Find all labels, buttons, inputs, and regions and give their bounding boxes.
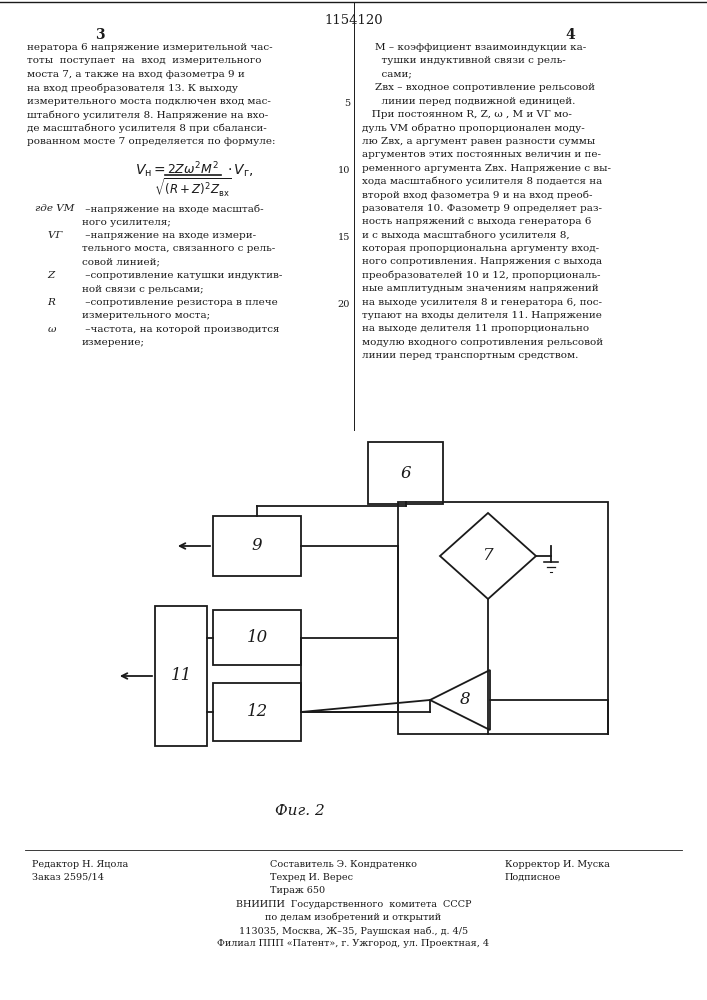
Text: VГ: VГ — [35, 231, 62, 240]
Text: $\cdot\, V_{\rm г},$: $\cdot\, V_{\rm г},$ — [227, 162, 254, 179]
Bar — [368, 442, 443, 504]
Text: ВНИИПИ  Государственного  комитета  СССР: ВНИИПИ Государственного комитета СССР — [235, 900, 472, 909]
Text: Подписное: Подписное — [505, 873, 561, 882]
Text: аргументов этих постоянных величин и пе-: аргументов этих постоянных величин и пе- — [362, 150, 601, 159]
Text: 8: 8 — [460, 692, 470, 708]
Text: тельного моста, связанного с рель-: тельного моста, связанного с рель- — [82, 244, 275, 253]
Text: модулю входного сопротивления рельсовой: модулю входного сопротивления рельсовой — [362, 338, 603, 347]
Text: моста 7, а также на вход фазометра 9 и: моста 7, а также на вход фазометра 9 и — [27, 70, 245, 79]
Text: 5: 5 — [344, 99, 350, 108]
Text: R: R — [35, 298, 56, 307]
Bar — [213, 610, 301, 665]
Text: измерение;: измерение; — [82, 338, 145, 347]
Text: линии перед подвижной единицей.: линии перед подвижной единицей. — [362, 97, 575, 106]
Text: рованном мосте 7 определяется по формуле:: рованном мосте 7 определяется по формуле… — [27, 137, 276, 146]
Text: 1154120: 1154120 — [325, 14, 382, 27]
Text: При постоянном R, Z, ω , M и VГ мо-: При постоянном R, Z, ω , M и VГ мо- — [362, 110, 572, 119]
Text: $V_{\rm н}=$: $V_{\rm н}=$ — [135, 162, 166, 179]
Text: второй вход фазометра 9 и на вход преоб-: второй вход фазометра 9 и на вход преоб- — [362, 190, 592, 200]
Text: 11: 11 — [170, 668, 192, 684]
Text: измерительного моста подключен вход мас-: измерительного моста подключен вход мас- — [27, 97, 271, 106]
Bar — [398, 502, 608, 734]
Text: Zвх – входное сопротивление рельсовой: Zвх – входное сопротивление рельсовой — [362, 83, 595, 92]
Text: на вход преобразователя 13. К выходу: на вход преобразователя 13. К выходу — [27, 83, 238, 93]
Text: Филиал ППП «Патент», г. Ужгород, ул. Проектная, 4: Филиал ППП «Патент», г. Ужгород, ул. Про… — [218, 939, 489, 948]
Polygon shape — [430, 670, 490, 730]
Text: лю Zвх, а аргумент равен разности суммы: лю Zвх, а аргумент равен разности суммы — [362, 137, 595, 146]
Text: которая пропорциональна аргументу вход-: которая пропорциональна аргументу вход- — [362, 244, 599, 253]
Text: ного сопротивления. Напряжения с выхода: ного сопротивления. Напряжения с выхода — [362, 257, 602, 266]
Text: 15: 15 — [338, 233, 350, 242]
Text: Техред И. Верес: Техред И. Верес — [270, 873, 353, 882]
Text: $\sqrt{(R+Z)^2 Z_{\rm вх}}$: $\sqrt{(R+Z)^2 Z_{\rm вх}}$ — [154, 176, 232, 199]
Text: где VМ: где VМ — [35, 204, 74, 213]
Text: 6: 6 — [400, 464, 411, 482]
Text: Тираж 650: Тираж 650 — [270, 886, 325, 895]
Text: 12: 12 — [246, 704, 268, 720]
Bar — [213, 683, 301, 741]
Bar — [213, 516, 301, 576]
Text: на выходе делителя 11 пропорционально: на выходе делителя 11 пропорционально — [362, 324, 589, 333]
Polygon shape — [440, 513, 536, 599]
Text: 4: 4 — [565, 28, 575, 42]
Text: –частота, на которой производится: –частота, на которой производится — [82, 325, 279, 334]
Text: –сопротивление катушки индуктив-: –сопротивление катушки индуктив- — [82, 271, 282, 280]
Text: на выходе усилителя 8 и генератора 6, пос-: на выходе усилителя 8 и генератора 6, по… — [362, 298, 602, 307]
Text: преобразователей 10 и 12, пропорциональ-: преобразователей 10 и 12, пропорциональ- — [362, 271, 600, 280]
Text: Z: Z — [35, 271, 55, 280]
Text: 113035, Москва, Ж–35, Раушская наб., д. 4/5: 113035, Москва, Ж–35, Раушская наб., д. … — [239, 926, 468, 936]
Text: разователя 10. Фазометр 9 определяет раз-: разователя 10. Фазометр 9 определяет раз… — [362, 204, 602, 213]
Text: $2Z\omega^2 M^2$: $2Z\omega^2 M^2$ — [167, 160, 219, 177]
Text: ность напряжений с выхода генератора 6: ность напряжений с выхода генератора 6 — [362, 217, 591, 226]
Text: де масштабного усилителя 8 при сбаланси-: де масштабного усилителя 8 при сбаланси- — [27, 123, 267, 133]
Text: –напряжение на входе измери-: –напряжение на входе измери- — [82, 231, 256, 240]
Text: сами;: сами; — [362, 70, 412, 79]
Text: ного усилителя;: ного усилителя; — [82, 218, 171, 227]
Text: Редактор Н. Яцола: Редактор Н. Яцола — [32, 860, 128, 869]
Text: 7: 7 — [483, 548, 493, 564]
Text: хода масштабного усилителя 8 подается на: хода масштабного усилителя 8 подается на — [362, 177, 602, 186]
Text: тушки индуктивной связи с рель-: тушки индуктивной связи с рель- — [362, 56, 566, 65]
Text: 3: 3 — [95, 28, 105, 42]
Text: –напряжение на входе масштаб-: –напряжение на входе масштаб- — [82, 204, 264, 214]
Text: 10: 10 — [338, 166, 350, 175]
Text: Составитель Э. Кондратенко: Составитель Э. Кондратенко — [270, 860, 417, 869]
Text: ной связи с рельсами;: ной связи с рельсами; — [82, 285, 204, 294]
Text: Фиг. 2: Фиг. 2 — [275, 804, 325, 818]
Text: M – коэффициент взаимоиндукции ка-: M – коэффициент взаимоиндукции ка- — [362, 43, 586, 52]
Text: тоты  поступает  на  вход  измерительного: тоты поступает на вход измерительного — [27, 56, 262, 65]
Text: 20: 20 — [338, 300, 350, 309]
Text: Корректор И. Муска: Корректор И. Муска — [505, 860, 610, 869]
Text: совой линией;: совой линией; — [82, 258, 160, 267]
Text: и с выхода масштабного усилителя 8,: и с выхода масштабного усилителя 8, — [362, 231, 570, 240]
Text: ременного аргумента Zвх. Напряжение с вы-: ременного аргумента Zвх. Напряжение с вы… — [362, 164, 611, 173]
Bar — [155, 606, 207, 746]
Text: штабного усилителя 8. Напряжение на вхо-: штабного усилителя 8. Напряжение на вхо- — [27, 110, 268, 119]
Text: –сопротивление резистора в плече: –сопротивление резистора в плече — [82, 298, 278, 307]
Text: ω: ω — [35, 325, 57, 334]
Text: ные амплитудным значениям напряжений: ные амплитудным значениям напряжений — [362, 284, 599, 293]
Text: нератора 6 напряжение измерительной час-: нератора 6 напряжение измерительной час- — [27, 43, 273, 52]
Text: дуль VМ обратно пропорционален моду-: дуль VМ обратно пропорционален моду- — [362, 123, 585, 133]
Text: 9: 9 — [252, 538, 262, 554]
Text: 10: 10 — [246, 629, 268, 646]
Text: тупают на входы делителя 11. Напряжение: тупают на входы делителя 11. Напряжение — [362, 311, 602, 320]
Text: линии перед транспортным средством.: линии перед транспортным средством. — [362, 351, 578, 360]
Text: по делам изобретений и открытий: по делам изобретений и открытий — [265, 913, 442, 922]
Text: Заказ 2595/14: Заказ 2595/14 — [32, 873, 104, 882]
Text: измерительного моста;: измерительного моста; — [82, 311, 210, 320]
